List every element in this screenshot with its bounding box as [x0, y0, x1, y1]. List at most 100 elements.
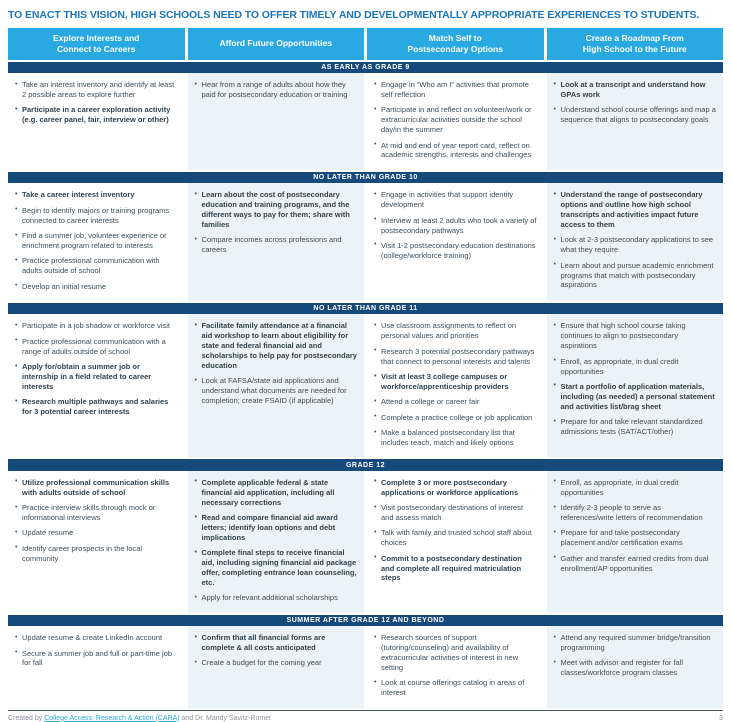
bullet-item: Start a portfolio of application materia…: [552, 381, 717, 412]
footer-credit: Created by College Access: Research & Ac…: [8, 715, 271, 722]
bullet-item: Engage in “Who am I” activities that pro…: [372, 80, 537, 100]
cara-link[interactable]: College Access: Research & Action (CARA): [44, 714, 180, 722]
bullet-item: Complete final steps to receive financia…: [193, 548, 358, 588]
bullet-item: Update resume & create LinkedIn account: [13, 633, 178, 643]
bullet-item: Look at course offerings catalog in area…: [372, 678, 537, 698]
bullet-item: Apply for relevant additional scholarshi…: [193, 593, 358, 603]
content-cell: Update resume & create LinkedIn account S…: [8, 626, 185, 708]
bullet-item: Visit postsecondary destinations of inte…: [372, 503, 537, 523]
bullet-item: Practice professional communication with…: [13, 256, 178, 276]
bullet-item: Visit at least 3 college campuses or wor…: [372, 372, 537, 392]
content-cell: Take an interest inventory and identify …: [8, 73, 185, 170]
bullet-item: Learn about and pursue academic enrichme…: [552, 260, 717, 291]
bullet-item: Look at a transcript and understand how …: [552, 80, 717, 100]
bullet-item: Make a balanced postsecondary list that …: [372, 428, 537, 448]
section-row: Take an interest inventory and identify …: [8, 73, 723, 170]
bullet-item: Understand the range of postsecondary op…: [552, 190, 717, 230]
bullet-item: Take a career interest inventory: [13, 190, 178, 200]
document-page: TO ENACT THIS VISION, HIGH SCHOOLS NEED …: [0, 9, 731, 722]
column-header-row: Explore Interests and Connect to Careers…: [8, 27, 723, 60]
section-row: Participate in a job shadow or workforce…: [8, 314, 723, 458]
page-number: 3: [719, 714, 723, 722]
bullet-item: Attend any required summer bridge/transi…: [552, 633, 717, 653]
bullet-item: Understand school course offerings and m…: [552, 105, 717, 125]
content-cell: Enroll, as appropriate, in dual credit o…: [546, 470, 723, 613]
column-header-explore-interests: Explore Interests and Connect to Careers: [8, 27, 185, 60]
bullet-item: Hear from a range of adults about how th…: [193, 80, 358, 100]
bullet-item: Look at 2-3 postsecondary applications t…: [552, 235, 717, 255]
bullet-item: Research sources of support (tutoring/co…: [372, 633, 537, 673]
bullet-item: Compare incomes across professions and c…: [193, 235, 358, 255]
bullet-item: Develop an initial resume: [13, 281, 178, 292]
bullet-item: Commit to a postsecondary destination an…: [372, 553, 537, 584]
content-cell: Complete applicable federal & state fina…: [187, 470, 364, 613]
bullet-item: Confirm that all financial forms are com…: [193, 633, 358, 653]
section-band: GRADE 12: [8, 459, 723, 471]
bullet-item: Practice professional communication with…: [13, 336, 178, 357]
content-cell: Complete 3 or more postsecondary applica…: [367, 470, 544, 613]
bullet-item: Identify 2-3 people to serve as referenc…: [552, 503, 717, 523]
section-band: NO LATER THAN GRADE 10: [8, 171, 723, 184]
bullet-item: Find a summer job, volunteer experience …: [13, 231, 178, 251]
bullet-item: Read and compare financial aid award let…: [193, 513, 358, 543]
bullet-item: Engage in activities that support identi…: [372, 190, 537, 210]
bullet-item: Enroll, as appropriate, in dual credit o…: [552, 477, 717, 498]
footer-divider: [8, 709, 723, 711]
section-row: Utilize professional communication skill…: [8, 470, 723, 613]
bullet-item: Participate in a career exploration acti…: [13, 105, 178, 125]
bullet-item: Complete 3 or more postsecondary applica…: [372, 477, 537, 498]
content-cell: Attend any required summer bridge/transi…: [546, 626, 723, 708]
bullet-item: Complete a practice college or job appli…: [372, 412, 537, 423]
content-cell: Engage in “Who am I” activities that pro…: [367, 73, 544, 170]
sections-container: AS EARLY AS GRADE 9 Take an interest inve…: [0, 61, 731, 708]
content-cell: Confirm that all financial forms are com…: [187, 626, 364, 708]
footer-credit-suffix: and Dr. Mandy Savitz-Romer: [179, 714, 272, 722]
content-cell: Take a career interest inventory Begin to…: [8, 183, 185, 301]
content-cell: Engage in activities that support identi…: [367, 183, 544, 301]
bullet-item: Update resume: [13, 528, 178, 538]
section-row: Update resume & create LinkedIn account S…: [8, 626, 723, 708]
bullet-item: Visit 1-2 postsecondary education destin…: [372, 240, 537, 261]
page-title: TO ENACT THIS VISION, HIGH SCHOOLS NEED …: [8, 9, 700, 21]
bullet-item: Research 3 potential postsecondary pathw…: [372, 346, 537, 367]
bullet-item: Participate in and reflect on volunteer/…: [372, 105, 537, 135]
bullet-item: Enroll, as appropriate, in dual credit o…: [552, 356, 717, 377]
bullet-item: Identify career prospects in the local c…: [13, 543, 178, 564]
bullet-item: Take an interest inventory and identify …: [13, 80, 178, 100]
section-band: AS EARLY AS GRADE 9: [8, 61, 723, 74]
content-cell: Facilitate family attendance at a financ…: [187, 314, 364, 458]
column-header-afford-opportunities: Afford Future Opportunities: [187, 27, 364, 60]
content-cell: Hear from a range of adults about how th…: [187, 73, 364, 170]
content-cell: Learn about the cost of postsecondary ed…: [187, 183, 364, 301]
content-cell: Use classroom assignments to reflect on …: [367, 314, 544, 458]
bullet-item: Look at FAFSA/state aid applications and…: [193, 376, 358, 406]
bullet-item: Complete applicable federal & state fina…: [193, 477, 358, 508]
content-cell: Participate in a job shadow or workforce…: [8, 314, 185, 458]
column-header-create-roadmap: Create a Roadmap From High School to the…: [546, 27, 723, 60]
bullet-item: Facilitate family attendance at a financ…: [193, 321, 358, 370]
bullet-item: Talk with family and trusted school staf…: [372, 528, 537, 548]
bullet-item: Begin to identify majors or training pro…: [13, 205, 178, 226]
bullet-item: Utilize professional communication skill…: [13, 477, 178, 498]
bullet-item: Ensure that high school course taking co…: [552, 321, 717, 351]
content-cell: Look at a transcript and understand how …: [546, 73, 723, 170]
bullet-item: Prepare for and take relevant standardiz…: [552, 417, 717, 437]
footer: Created by College Access: Research & Ac…: [8, 715, 723, 722]
section-band: NO LATER THAN GRADE 11: [8, 302, 723, 315]
bullet-item: Gather and transfer earned credits from …: [552, 553, 717, 574]
bullet-item: Secure a summer job and full or part-tim…: [13, 648, 178, 669]
content-cell: Research sources of support (tutoring/co…: [367, 626, 544, 708]
content-cell: Ensure that high school course taking co…: [546, 314, 723, 458]
bullet-item: Create a budget for the coming year: [193, 658, 358, 668]
section-row: Take a career interest inventory Begin to…: [8, 183, 723, 301]
bullet-item: Interview at least 2 adults who took a v…: [372, 215, 537, 236]
bullet-item: Participate in a job shadow or workforce…: [13, 321, 178, 331]
content-cell: Understand the range of postsecondary op…: [546, 183, 723, 301]
bullet-item: Apply for/obtain a summer job or interns…: [13, 362, 178, 392]
bullet-item: Research multiple pathways and salaries …: [13, 397, 178, 417]
bullet-item: Prepare for and take postsecondary place…: [552, 528, 717, 548]
bullet-item: Use classroom assignments to reflect on …: [372, 321, 537, 341]
bullet-item: Meet with advisor and register for fall …: [552, 658, 717, 678]
footer-credit-prefix: Created by: [8, 714, 45, 722]
bullet-item: Practice interview skills through mock o…: [13, 503, 178, 523]
